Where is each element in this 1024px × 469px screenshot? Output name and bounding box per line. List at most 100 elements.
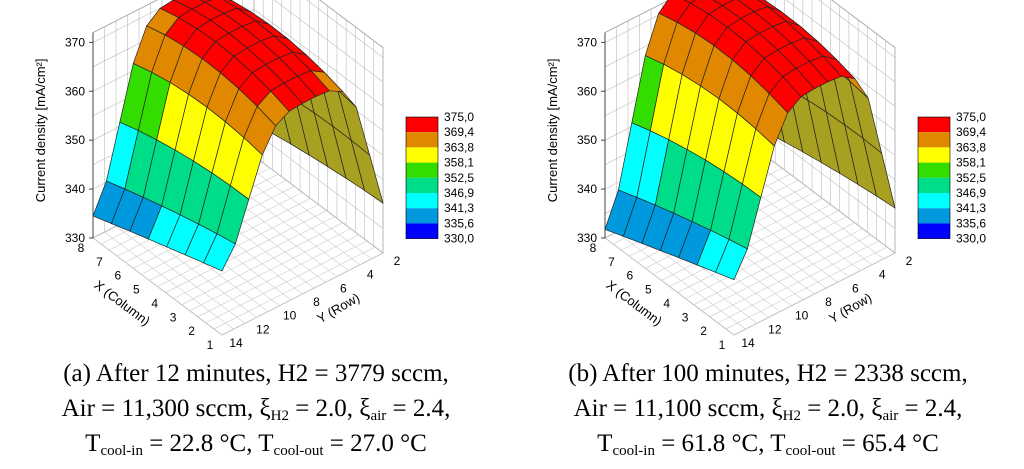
- legend-label: 346,9: [956, 186, 986, 200]
- legend-label: 335,6: [444, 216, 474, 230]
- legend-swatch: [406, 117, 438, 133]
- y-tick-label: 8: [825, 295, 832, 309]
- legend-label: 363,8: [444, 140, 474, 154]
- x-tick-label: 4: [151, 296, 158, 310]
- legend-swatch: [918, 147, 950, 163]
- caption-a-line2: Air = 11,300 sccm, ξH2 = 2.0, ξair = 2.4…: [61, 395, 451, 424]
- legend-frame: [917, 116, 951, 239]
- caption-a-line1: (a) After 12 minutes, H2 = 3779 sccm,: [63, 360, 449, 387]
- legend-label: 341,3: [956, 201, 986, 215]
- caption-a-line3: Tcool-in = 22.8 °C, Tcool-out = 27.0 °C: [85, 430, 427, 459]
- x-axis-label: X (Column): [603, 277, 665, 329]
- grid-line: [725, 246, 888, 330]
- z-tick-label: 360: [577, 84, 597, 98]
- grid-line: [221, 252, 384, 336]
- legend-swatch: [406, 162, 438, 178]
- legend-swatch: [406, 193, 438, 209]
- x-tick-label: 2: [700, 324, 707, 338]
- legend-swatch: [918, 208, 950, 224]
- legend-label: 375,0: [956, 110, 986, 124]
- x-tick-label: 3: [170, 310, 177, 324]
- legend-swatch: [918, 132, 950, 148]
- grid-line: [693, 222, 855, 305]
- grid-line: [213, 246, 376, 330]
- x-tick-label: 8: [590, 241, 597, 255]
- x-axis-label: X (Column): [91, 277, 153, 329]
- x-tick-label: 7: [96, 255, 103, 269]
- z-tick-label: 340: [577, 182, 597, 196]
- x-tick-label: 3: [682, 310, 689, 324]
- legend-label: 375,0: [444, 110, 474, 124]
- grid-line: [181, 222, 343, 305]
- x-tick-label: 7: [608, 255, 615, 269]
- legend-swatch: [918, 177, 950, 193]
- z-axis: 370 360 350 340 330 Current density [mA/cm²]: [545, 35, 605, 245]
- y-tick-label: 4: [879, 268, 886, 282]
- legend-label: 369,4: [956, 125, 986, 139]
- legend-label: 358,1: [956, 156, 986, 170]
- y-tick-label: 12: [256, 322, 270, 336]
- grid-line: [205, 240, 368, 324]
- y-tick-label: 10: [795, 309, 809, 323]
- z-tick-label: 350: [65, 133, 85, 147]
- legend-label: 335,6: [956, 216, 986, 230]
- z-tick-label: 360: [65, 84, 85, 98]
- legend-swatch: [406, 208, 438, 224]
- x-tick-label: 5: [645, 283, 652, 297]
- x-tick-label: 5: [133, 283, 140, 297]
- grid-line: [733, 252, 896, 336]
- grid-line: [189, 228, 351, 312]
- legend-label: 341,3: [444, 201, 474, 215]
- legend-label: 358,1: [444, 156, 474, 170]
- legend-label: 363,8: [956, 140, 986, 154]
- surface-chart-a: 370 360 350 340 330 Current density [mA/cm²] 8…: [33, 0, 474, 352]
- grid-line: [677, 210, 839, 293]
- y-tick-label: 6: [852, 281, 859, 295]
- z-tick-label: 370: [65, 35, 85, 49]
- legend-label: 330,0: [444, 232, 474, 246]
- legend-swatch: [918, 193, 950, 209]
- legend-swatch: [918, 223, 950, 239]
- caption-a: (a) After 12 minutes, H2 = 3779 sccm, Ai…: [0, 356, 512, 461]
- z-tick-label: 370: [577, 35, 597, 49]
- legend-label: 352,5: [444, 171, 474, 185]
- legend-swatch: [918, 117, 950, 133]
- grid-line: [685, 216, 847, 299]
- z-axis: 370 360 350 340 330 Current density [mA/cm²]: [33, 35, 93, 245]
- y-tick-label: 2: [906, 254, 913, 268]
- grid-line: [197, 234, 359, 318]
- grid-line: [165, 210, 327, 293]
- legend-label: 352,5: [956, 171, 986, 185]
- x-tick-label: 6: [115, 269, 122, 283]
- z-axis-label: Current density [mA/cm²]: [33, 59, 48, 203]
- legend-swatch: [406, 132, 438, 148]
- grid-line: [669, 204, 831, 287]
- y-tick-label: 12: [768, 322, 782, 336]
- z-tick-label: 340: [65, 182, 85, 196]
- surface: [92, 0, 384, 272]
- surface-cell: [715, 238, 748, 281]
- legend-swatch: [918, 162, 950, 178]
- legend-swatch: [406, 223, 438, 239]
- x-tick-label: 4: [663, 296, 670, 310]
- legend-swatch: [406, 177, 438, 193]
- x-tick-label: 1: [207, 338, 214, 352]
- y-axis-label: Y (Row): [826, 290, 874, 326]
- legend-label: 346,9: [444, 186, 474, 200]
- grid-line: [701, 228, 863, 312]
- y-tick-label: 2: [394, 254, 401, 268]
- z-tick-label: 330: [65, 231, 85, 245]
- y-tick-label: 8: [313, 295, 320, 309]
- y-tick-label: 6: [340, 281, 347, 295]
- y-axis-label: Y (Row): [314, 290, 362, 326]
- caption-b-line2: Air = 11,100 sccm, ξH2 = 2.0, ξair = 2.4…: [573, 395, 963, 424]
- legend-frame: [405, 116, 439, 239]
- y-tick-label: 14: [741, 336, 755, 350]
- panel-b: 370 360 350 340 330 Current density [mA/cm²] 8…: [512, 0, 1024, 469]
- y-tick-label: 4: [367, 268, 374, 282]
- legend-label: 330,0: [956, 232, 986, 246]
- grid-line: [173, 216, 335, 299]
- z-tick-label: 330: [577, 231, 597, 245]
